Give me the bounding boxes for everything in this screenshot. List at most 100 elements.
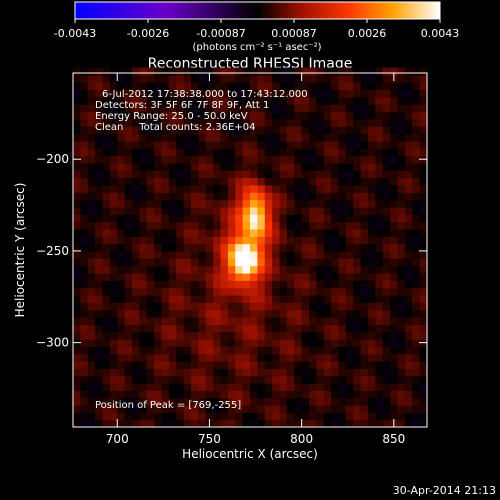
heatmap-cell — [250, 250, 258, 259]
heatmap-cell — [323, 111, 332, 120]
heatmap-cell — [404, 412, 413, 421]
heatmap-cell — [250, 192, 258, 201]
heatmap-cell — [294, 353, 303, 362]
heatmap-cell — [375, 192, 384, 201]
heatmap-cell — [73, 280, 81, 289]
heatmap-cell — [404, 338, 413, 347]
heatmap-cell — [323, 302, 332, 311]
heatmap-cell — [309, 67, 317, 76]
heatmap-cell — [272, 118, 281, 127]
heatmap-cell — [316, 118, 325, 127]
heatmap-cell — [213, 184, 222, 193]
heatmap-cell — [176, 280, 185, 289]
heatmap-cell — [161, 206, 170, 215]
heatmap-cell — [397, 353, 406, 362]
heatmap-cell — [183, 280, 192, 289]
heatmap-cell — [323, 177, 332, 186]
heatmap-cell — [161, 390, 170, 399]
heatmap-cell — [146, 96, 155, 105]
heatmap-cell — [331, 148, 340, 157]
heatmap-cell — [176, 104, 185, 113]
heatmap-cell — [80, 170, 89, 179]
heatmap-cell — [390, 360, 399, 369]
heatmap-cell — [154, 96, 163, 105]
heatmap-cell — [404, 243, 413, 252]
heatmap-cell — [139, 382, 148, 391]
heatmap-cell — [368, 192, 376, 201]
heatmap-cell — [117, 250, 126, 259]
heatmap-cell — [301, 419, 310, 428]
heatmap-cell — [353, 206, 362, 215]
heatmap-cell — [102, 148, 111, 157]
heatmap-cell — [87, 287, 96, 296]
heatmap-cell — [117, 184, 126, 193]
heatmap-cell — [323, 324, 332, 333]
heatmap-cell — [205, 412, 214, 421]
heatmap-cell — [250, 382, 258, 391]
heatmap-cell — [124, 155, 133, 164]
heatmap-cell — [257, 404, 266, 413]
heatmap-cell — [353, 199, 362, 208]
heatmap-cell — [176, 111, 185, 120]
heatmap-cell — [390, 126, 399, 135]
heatmap-cell — [124, 206, 133, 215]
heatmap-cell — [257, 353, 266, 362]
heatmap-cell — [139, 316, 148, 325]
heatmap-cell — [323, 404, 332, 413]
heatmap-cell — [294, 302, 303, 311]
heatmap-cell — [80, 126, 89, 135]
heatmap-cell — [397, 155, 406, 164]
heatmap-cell — [168, 360, 177, 369]
heatmap-cell — [331, 346, 340, 355]
heatmap-cell — [264, 316, 273, 325]
heatmap-cell — [161, 192, 170, 201]
heatmap-cell — [316, 111, 325, 120]
heatmap-cell — [286, 89, 295, 98]
heatmap-cell — [250, 280, 258, 289]
heatmap-cell — [242, 155, 251, 164]
heatmap-cell — [176, 170, 185, 179]
heatmap-cell — [279, 104, 288, 113]
heatmap-cell — [109, 96, 118, 105]
heatmap-cell — [375, 243, 384, 252]
heatmap-cell — [257, 74, 266, 83]
heatmap-cell — [154, 170, 163, 179]
heatmap-cell — [183, 126, 192, 135]
heatmap-cell — [154, 250, 163, 259]
heatmap-cell — [360, 155, 369, 164]
heatmap-cell — [205, 140, 214, 149]
heatmap-cell — [257, 368, 266, 377]
heatmap-cell — [198, 309, 207, 318]
heatmap-cell — [154, 126, 163, 135]
heatmap-cell — [213, 140, 222, 149]
heatmap-cell — [161, 324, 170, 333]
heatmap-cell — [154, 287, 163, 296]
heatmap-cell — [109, 419, 118, 428]
heatmap-cell — [227, 214, 236, 223]
heatmap-cell — [323, 104, 332, 113]
heatmap-cell — [375, 155, 384, 164]
heatmap-cell — [331, 265, 340, 274]
heatmap-cell — [368, 412, 376, 421]
heatmap-cell — [272, 412, 281, 421]
heatmap-cell — [390, 228, 399, 237]
heatmap-cell — [397, 74, 406, 83]
heatmap-cell — [272, 162, 281, 171]
heatmap-cell — [132, 346, 140, 355]
heatmap-cell — [286, 338, 295, 347]
heatmap-cell — [419, 192, 428, 201]
heatmap-cell — [250, 287, 258, 296]
heatmap-cell — [272, 316, 281, 325]
heatmap-cell — [279, 243, 288, 252]
heatmap-cell — [161, 309, 170, 318]
heatmap-cell — [146, 302, 155, 311]
heatmap-cell — [272, 170, 281, 179]
heatmap-cell — [368, 287, 376, 296]
heatmap-cell — [191, 192, 199, 201]
heatmap-cell — [316, 214, 325, 223]
heatmap-cell — [161, 360, 170, 369]
heatmap-cell — [235, 111, 244, 120]
heatmap-cell — [257, 390, 266, 399]
heatmap-cell — [205, 221, 214, 230]
heatmap-cell — [279, 338, 288, 347]
